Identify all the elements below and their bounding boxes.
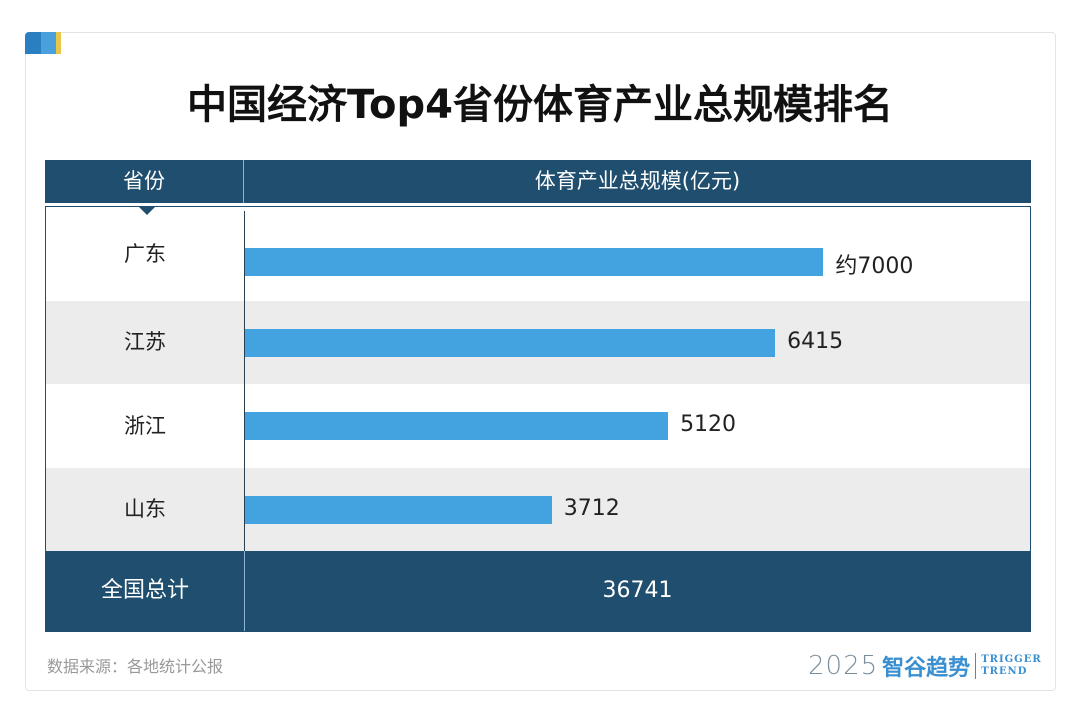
triangle-marker: [139, 207, 155, 215]
table-row: 浙江 5120: [46, 384, 1030, 468]
table-row: 广东约7000: [46, 207, 1030, 301]
data-label: 约7000: [835, 254, 914, 279]
bar-table: 山东 3712 浙江 5120 江苏 6415 广东约7000 全国总计 36741: [45, 206, 1031, 632]
province-label: 浙江: [124, 414, 166, 438]
bar: [245, 248, 824, 276]
header-scale: 体育产业总规模(亿元): [534, 169, 741, 193]
table-row: 山东 3712: [46, 468, 1030, 551]
divider: [244, 211, 245, 551]
table-header: 省份 体育产业总规模(亿元): [45, 160, 1031, 203]
source-note: 数据来源：各地统计公报: [47, 657, 224, 676]
province-label: 广东: [124, 242, 166, 266]
data-label: 5120: [680, 412, 737, 437]
logo: 2025 智谷趋势 TRIGGER TREND: [808, 651, 1042, 681]
total-row: 全国总计 36741: [46, 551, 1030, 631]
table-row: 江苏 6415: [46, 301, 1030, 384]
corner-decoration: [25, 32, 61, 54]
header-province: 省份: [123, 169, 165, 193]
bar: [245, 495, 552, 524]
data-label: 6415: [787, 328, 844, 354]
province-label: 江苏: [124, 330, 166, 354]
bar: [245, 328, 776, 357]
chart-title: 中国经济Top4省份体育产业总规模排名: [187, 82, 893, 128]
province-label: 山东: [124, 497, 166, 521]
total-label: 全国总计: [100, 578, 189, 603]
data-label: 3712: [563, 495, 620, 521]
total-value: 36741: [602, 578, 673, 603]
bar: [245, 412, 669, 440]
